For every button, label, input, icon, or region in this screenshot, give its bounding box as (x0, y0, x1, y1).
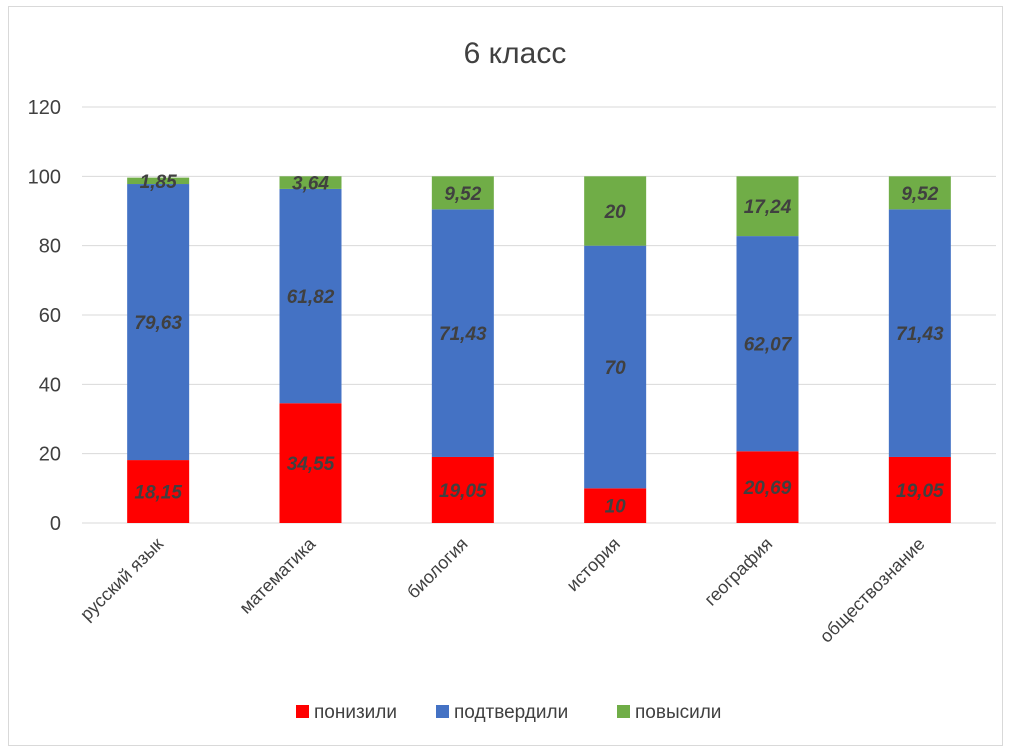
bar-segment (279, 176, 342, 189)
data-label: 79,63 (134, 313, 182, 334)
category-label: история (563, 534, 624, 595)
legend-swatch (617, 705, 630, 718)
y-tick-label: 60 (39, 305, 61, 327)
y-axis-tick-labels: 0 20 40 60 80 100 120 (28, 97, 61, 535)
bar-segment (279, 403, 342, 523)
bar-segment (279, 188, 342, 404)
bar-segment (584, 176, 647, 246)
y-tick-label: 0 (50, 513, 61, 535)
data-label: 70 (605, 358, 627, 379)
data-label: 19,05 (896, 481, 944, 502)
bar-segment (888, 209, 951, 457)
category-label: обществознание (816, 534, 929, 647)
data-label: 61,82 (287, 287, 335, 308)
bar-segment (584, 488, 647, 523)
y-tick-label: 120 (28, 97, 61, 119)
y-tick-label: 80 (39, 236, 61, 258)
y-tick-label: 100 (28, 166, 61, 188)
legend-label: повысили (635, 702, 721, 723)
bar-segment (431, 209, 494, 457)
bar-segment (127, 177, 190, 185)
bar-segment (736, 451, 799, 523)
data-label: 19,05 (439, 481, 487, 502)
bar-segment (584, 245, 647, 489)
data-label: 20 (604, 202, 627, 223)
bar-segment (431, 456, 494, 523)
y-tick-label: 40 (39, 374, 61, 396)
gridlines (82, 106, 996, 524)
category-label: математика (235, 533, 320, 618)
data-label: 71,43 (439, 324, 487, 345)
data-label: 18,15 (134, 483, 182, 504)
bar-segment (888, 456, 951, 523)
legend-label: понизили (314, 702, 397, 723)
data-label: 3,64 (292, 174, 329, 195)
data-label: 34,55 (287, 454, 335, 475)
data-label: 10 (605, 497, 627, 518)
data-label: 1,85 (140, 172, 177, 193)
bar-segment (736, 236, 799, 452)
legend-label: подтвердили (454, 702, 568, 723)
category-label: русский язык (76, 534, 167, 625)
data-label: 62,07 (744, 335, 793, 356)
data-label: 9,52 (444, 184, 481, 205)
bar-segment (127, 460, 190, 523)
category-label: биология (403, 534, 472, 603)
legend-swatch (296, 705, 309, 718)
legend-swatch (436, 705, 449, 718)
bar-segment (888, 176, 951, 210)
data-label: 20,69 (743, 478, 792, 499)
bars (127, 176, 951, 523)
data-label: 71,43 (896, 324, 944, 345)
data-label: 9,52 (901, 184, 938, 205)
bar-segment (127, 184, 190, 461)
chart-title: 6 класс (464, 37, 567, 70)
data-label: 17,24 (744, 197, 792, 218)
bar-segment (431, 176, 494, 210)
category-label: география (700, 534, 776, 610)
chart-frame: 6 класс 0 20 40 60 80 100 120 18,15 79,63 1,85 34… (8, 6, 1003, 746)
data-labels: 18,15 79,63 1,85 34,55 61,82 3,64 19,05 71,43 9,… (134, 172, 944, 518)
chart-svg: 6 класс 0 20 40 60 80 100 120 18,15 79,63 1,85 34… (28, 37, 996, 723)
y-tick-label: 20 (39, 444, 61, 466)
legend: понизили подтвердили повысили (296, 702, 721, 723)
x-axis-category-labels: русский язык математика биология история гео… (76, 533, 928, 647)
bar-segment (736, 176, 799, 237)
